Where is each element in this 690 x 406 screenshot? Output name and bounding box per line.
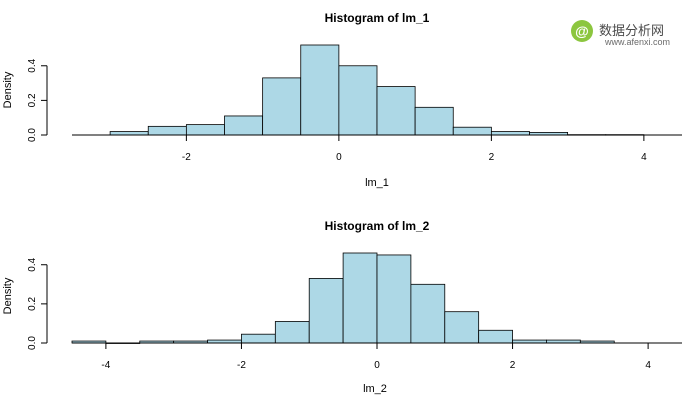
histogram-bar [478, 329, 513, 344]
histogram-bar [338, 65, 378, 136]
histogram-bar [376, 86, 416, 136]
x-tick-label: -2 [237, 360, 246, 371]
watermark-name: 数据分析网 [599, 24, 664, 39]
histogram-bar [376, 254, 412, 344]
histogram-bar [414, 106, 454, 136]
y-tick-label: 0.4 [27, 257, 38, 271]
histogram-lm-1: Histogram of lm_1 Density lm_1 -2 0 2 4 0.0… [2, 11, 682, 189]
x-tick-label: 0 [336, 152, 342, 163]
histogram-bar [452, 126, 492, 136]
watermark: @ 数据分析网 www.afenxi.com [571, 20, 670, 47]
x-axis: -4 -2 0 2 4 [72, 342, 682, 371]
y-tick-label: 0.2 [27, 296, 38, 310]
y-axis: 0.0 0.2 0.4 [27, 58, 48, 142]
chart-title: Histogram of lm_1 [325, 11, 430, 25]
x-tick-label: 4 [641, 152, 647, 163]
chart-title: Histogram of lm_2 [325, 219, 430, 233]
y-tick-label: 0.0 [27, 128, 38, 142]
histogram-bar [444, 311, 480, 344]
y-tick-label: 0.0 [27, 336, 38, 350]
histogram-bar [308, 278, 344, 344]
histogram-bar [274, 321, 310, 344]
y-axis: 0.0 0.2 0.4 [27, 257, 48, 350]
x-tick-label: -2 [182, 152, 191, 163]
histogram-bar [342, 252, 378, 344]
x-axis-label: lm_1 [365, 177, 389, 189]
y-axis-label: Density [2, 277, 14, 314]
watermark-logo-glyph: @ [575, 23, 589, 39]
histogram-bar [300, 44, 340, 136]
watermark-url: www.afenxi.com [604, 37, 670, 47]
histogram-bar [185, 124, 225, 136]
y-tick-label: 0.4 [27, 58, 38, 72]
x-tick-label: 4 [645, 360, 651, 371]
y-axis-label: Density [2, 71, 14, 108]
histogram-lm-2: Histogram of lm_2 Density lm_2 -4 -2 0 2 4 0… [2, 219, 682, 395]
histogram-bar [262, 77, 302, 136]
x-tick-label: 2 [510, 360, 516, 371]
x-axis: -2 0 2 4 [72, 134, 682, 163]
x-tick-label: 0 [374, 360, 380, 371]
histogram-bar [241, 333, 276, 344]
histogram-bar [224, 115, 264, 136]
histogram-bar [147, 125, 187, 136]
x-tick-label: -4 [101, 360, 110, 371]
x-axis-label: lm_2 [363, 383, 387, 395]
bars [71, 252, 615, 344]
histogram-bar [109, 131, 149, 136]
y-tick-label: 0.2 [27, 93, 38, 107]
x-tick-label: 2 [489, 152, 495, 163]
histogram-bar [490, 131, 530, 136]
watermark-logo-icon [571, 20, 593, 42]
bars [109, 44, 645, 136]
histogram-bar [410, 283, 446, 344]
